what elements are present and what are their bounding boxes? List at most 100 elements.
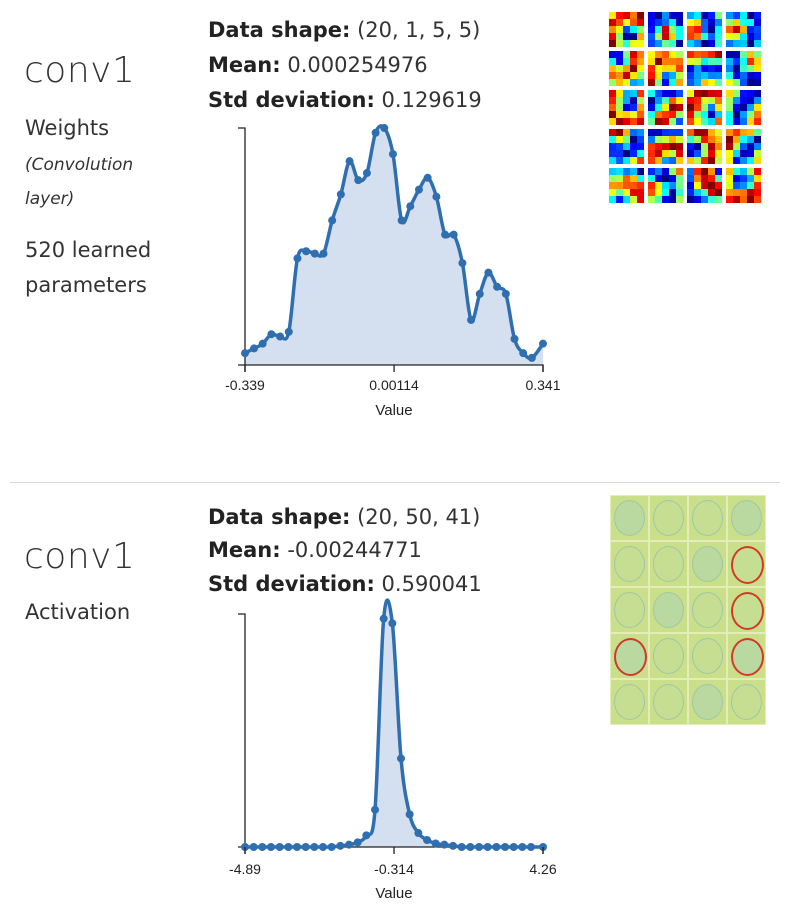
layer-name: conv1 bbox=[24, 50, 136, 91]
data-point bbox=[518, 843, 527, 851]
data-point bbox=[241, 349, 249, 358]
data-point bbox=[423, 173, 432, 182]
histogram-area bbox=[245, 125, 543, 365]
filter-thumbnail bbox=[609, 12, 644, 47]
data-point bbox=[345, 157, 354, 166]
data-point bbox=[432, 192, 441, 201]
data-point bbox=[466, 843, 475, 851]
activation-thumbnail bbox=[650, 496, 687, 540]
filter-thumbnail bbox=[609, 51, 644, 86]
data-point bbox=[319, 843, 328, 851]
data-shape-stat: Data shape: (20, 1, 5, 5) bbox=[208, 18, 480, 42]
data-point bbox=[397, 754, 406, 763]
x-tick-label: 0.00114 bbox=[369, 377, 419, 393]
std-label: Std deviation: bbox=[208, 88, 375, 112]
activation-thumbnail bbox=[728, 496, 765, 540]
data-point bbox=[310, 249, 319, 258]
layer-section-weights: conv1 Weights (Convolution layer) 520 le… bbox=[24, 12, 761, 419]
data-point bbox=[484, 268, 493, 277]
filter-thumbnail bbox=[726, 129, 761, 164]
filter-thumbnail bbox=[648, 129, 683, 164]
x-tick-label: -0.314 bbox=[374, 861, 414, 877]
data-shape-label: Data shape: bbox=[208, 505, 351, 529]
activation-thumbnail bbox=[689, 542, 726, 586]
mean-value: -0.00244771 bbox=[287, 538, 422, 562]
y-axis bbox=[238, 613, 246, 848]
data-point bbox=[493, 282, 502, 291]
data-point bbox=[519, 349, 528, 358]
data-point bbox=[441, 230, 450, 239]
data-point bbox=[293, 254, 302, 263]
data-point bbox=[362, 831, 371, 840]
mean-value: 0.000254976 bbox=[287, 53, 428, 77]
data-point bbox=[345, 840, 354, 849]
activation-thumbnail bbox=[650, 634, 687, 678]
data-point bbox=[250, 344, 259, 353]
data-point bbox=[431, 839, 440, 848]
data-point bbox=[302, 247, 311, 256]
x-tick-label: -0.339 bbox=[225, 377, 265, 393]
data-point bbox=[423, 836, 432, 845]
data-point bbox=[371, 805, 380, 814]
activation-thumbnail bbox=[611, 680, 648, 724]
data-point bbox=[276, 332, 285, 341]
data-point bbox=[414, 829, 423, 838]
data-point bbox=[440, 840, 449, 849]
activation-histogram-chart: -4.89 -0.314 4.26 Value bbox=[229, 598, 557, 902]
filter-thumbnail bbox=[726, 168, 761, 203]
x-axis-label: Value bbox=[375, 885, 412, 902]
filter-thumbnail bbox=[648, 90, 683, 125]
data-point bbox=[467, 315, 476, 324]
layer-section-activation: conv1 Activation Data shape: (20, 50, 41… bbox=[0, 490, 786, 910]
activation-thumbnail bbox=[611, 634, 648, 678]
data-point bbox=[510, 334, 519, 343]
data-point bbox=[328, 216, 337, 225]
data-shape-value: (20, 50, 41) bbox=[357, 505, 481, 529]
data-point bbox=[258, 843, 267, 851]
data-point bbox=[449, 230, 458, 239]
std-stat: Std deviation: 0.129619 bbox=[208, 88, 482, 112]
activation-thumbnail bbox=[611, 496, 648, 540]
data-point bbox=[327, 843, 336, 851]
data-point bbox=[501, 289, 510, 298]
data-point bbox=[319, 249, 328, 258]
weight-filter-thumbnails bbox=[609, 12, 761, 203]
data-point bbox=[527, 353, 536, 362]
data-point bbox=[284, 327, 293, 336]
layer-kind: Activation bbox=[25, 600, 131, 624]
activation-thumbnail bbox=[689, 496, 726, 540]
mean-label: Mean: bbox=[208, 538, 281, 562]
data-point bbox=[475, 289, 484, 298]
activation-thumbnail bbox=[728, 542, 765, 586]
data-point bbox=[414, 185, 423, 194]
histogram-area bbox=[245, 600, 543, 848]
activation-thumbnail bbox=[728, 680, 765, 724]
filter-thumbnail bbox=[726, 51, 761, 86]
filter-thumbnail bbox=[648, 12, 683, 47]
x-tick-label: -4.89 bbox=[229, 861, 261, 877]
data-point bbox=[458, 259, 467, 268]
filter-thumbnail bbox=[609, 168, 644, 203]
std-value: 0.129619 bbox=[381, 88, 482, 112]
filter-thumbnail bbox=[648, 51, 683, 86]
layer-name: conv1 bbox=[24, 536, 136, 577]
data-point bbox=[310, 843, 319, 851]
data-point bbox=[266, 843, 275, 851]
filter-thumbnail bbox=[687, 51, 722, 86]
data-point bbox=[267, 330, 276, 339]
filter-thumbnail bbox=[648, 168, 683, 203]
params-count: 520 learned bbox=[25, 238, 152, 262]
data-point bbox=[336, 190, 345, 199]
data-shape-value: (20, 1, 5, 5) bbox=[357, 18, 481, 42]
weights-histogram-chart: -0.339 0.00114 0.341 Value bbox=[225, 124, 561, 419]
data-point bbox=[449, 841, 458, 850]
data-point bbox=[388, 619, 397, 628]
filter-thumbnail bbox=[726, 12, 761, 47]
data-point bbox=[509, 843, 518, 851]
data-shape-label: Data shape: bbox=[208, 18, 351, 42]
activation-thumbnail bbox=[611, 588, 648, 632]
filter-thumbnail bbox=[687, 129, 722, 164]
data-point bbox=[362, 169, 371, 178]
data-point bbox=[371, 128, 380, 137]
section-divider bbox=[10, 482, 780, 483]
